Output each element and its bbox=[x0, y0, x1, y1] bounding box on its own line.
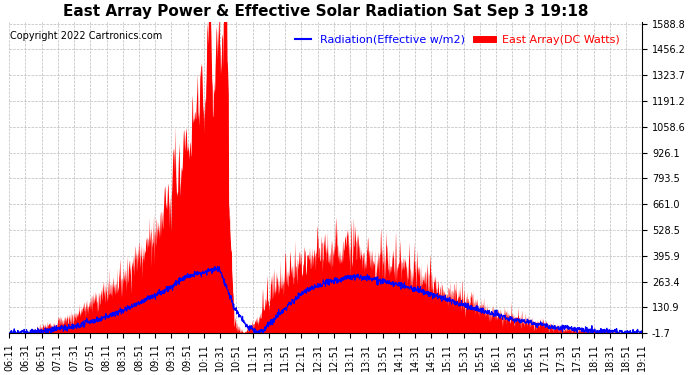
Legend: Radiation(Effective w/m2), East Array(DC Watts): Radiation(Effective w/m2), East Array(DC… bbox=[290, 30, 624, 49]
Title: East Array Power & Effective Solar Radiation Sat Sep 3 19:18: East Array Power & Effective Solar Radia… bbox=[63, 4, 589, 19]
Text: Copyright 2022 Cartronics.com: Copyright 2022 Cartronics.com bbox=[10, 31, 162, 41]
